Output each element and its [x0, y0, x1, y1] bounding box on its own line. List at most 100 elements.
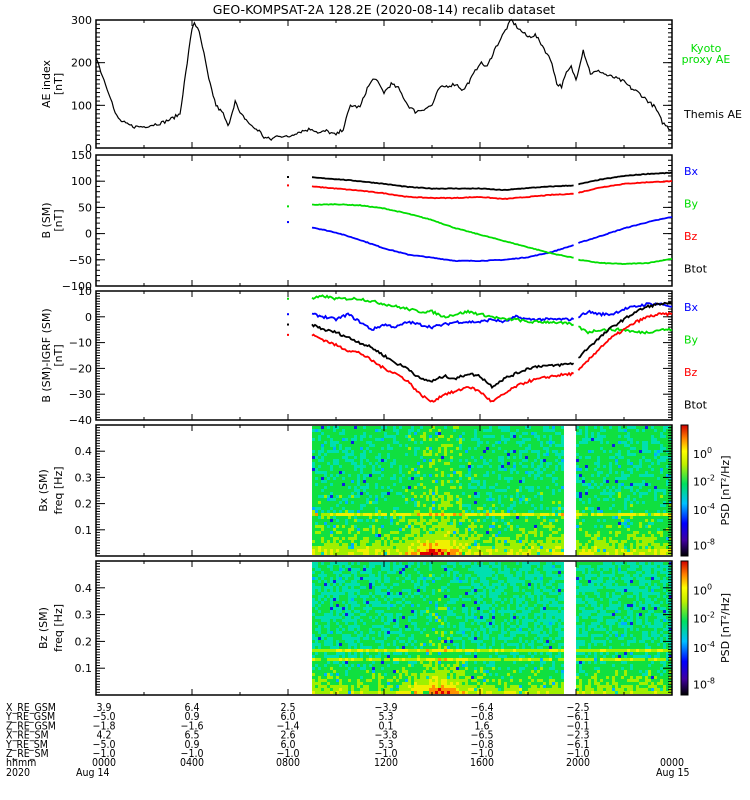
- spectrogram-cell: [357, 531, 360, 534]
- spectrogram-cell: [540, 474, 543, 477]
- spectrogram-cell: [600, 429, 603, 432]
- spectrogram-cell: [597, 504, 600, 507]
- spectrogram-cell: [501, 495, 504, 498]
- spectrogram-cell: [624, 543, 627, 546]
- spectrogram-cell: [426, 444, 429, 447]
- spectrogram-cell: [594, 507, 597, 510]
- spectrogram-cell: [438, 483, 441, 486]
- spectrogram-cell: [480, 540, 483, 543]
- spectrogram-cell: [597, 480, 600, 483]
- spectrogram-cell: [333, 474, 336, 477]
- spectrogram-cell: [405, 483, 408, 486]
- spectrogram-cell: [378, 549, 381, 552]
- spectrogram-cell: [321, 435, 324, 438]
- spectrogram-cell: [360, 444, 363, 447]
- spectrogram-cell: [630, 453, 633, 456]
- spectrogram-cell: [357, 540, 360, 543]
- spectrogram-cell: [540, 426, 543, 429]
- spectrogram-cell: [480, 513, 483, 516]
- spectrogram-cell: [438, 519, 441, 522]
- spectrogram-cell: [399, 492, 402, 495]
- spectrogram-cell: [408, 444, 411, 447]
- spectrogram-cell: [621, 447, 624, 450]
- spectrogram-cell: [504, 441, 507, 444]
- spectrogram-cell: [495, 522, 498, 525]
- spectrogram-cell: [324, 534, 327, 537]
- spectrogram-cell: [525, 489, 528, 492]
- spectrogram-cell: [321, 489, 324, 492]
- spectrogram-cell: [477, 540, 480, 543]
- spectrogram-cell: [426, 537, 429, 540]
- spectrogram-cell: [408, 456, 411, 459]
- spectrogram-cell: [333, 507, 336, 510]
- spectrogram-cell: [594, 483, 597, 486]
- spectrogram-cell: [411, 525, 414, 528]
- spectrogram-cell: [591, 552, 594, 555]
- spectrogram-cell: [624, 456, 627, 459]
- spectrogram-cell: [372, 444, 375, 447]
- spectrogram-cell: [366, 456, 369, 459]
- spectrogram-cell: [321, 552, 324, 555]
- spectrogram-cell: [315, 495, 318, 498]
- spectrogram-cell: [384, 495, 387, 498]
- spectrogram-cell: [531, 465, 534, 468]
- spectrogram-cell: [597, 552, 600, 555]
- spectrogram-cell: [639, 507, 642, 510]
- spectrogram-cell: [387, 516, 390, 519]
- spectrogram-cell: [360, 534, 363, 537]
- spectrogram-cell: [555, 450, 558, 453]
- spectrogram-cell: [363, 513, 366, 516]
- spectrogram-cell: [522, 546, 525, 549]
- legend-btot: Btot: [684, 263, 708, 276]
- spectrogram-cell: [324, 525, 327, 528]
- spectrogram-cell: [381, 453, 384, 456]
- spectrogram-cell: [582, 543, 585, 546]
- spectrogram-cell: [441, 522, 444, 525]
- spectrogram-cell: [318, 552, 321, 555]
- spectrogram-cell: [411, 459, 414, 462]
- spectrogram-cell: [423, 465, 426, 468]
- spectrogram-cell: [588, 450, 591, 453]
- spectrogram-cell: [411, 468, 414, 471]
- spectrogram-cell: [576, 504, 579, 507]
- spectrogram-cell: [423, 486, 426, 489]
- spectrogram-cell: [462, 444, 465, 447]
- spectrogram-cell: [633, 486, 636, 489]
- spectrogram-cell: [606, 495, 609, 498]
- spectrogram-cell: [471, 537, 474, 540]
- spectrogram-cell: [432, 477, 435, 480]
- spectrogram-cell: [342, 474, 345, 477]
- spectrogram-cell: [489, 528, 492, 531]
- spectrogram-cell: [453, 441, 456, 444]
- spectrogram-cell: [633, 453, 636, 456]
- spectrogram-cell: [561, 447, 564, 450]
- spectrogram-cell: [642, 522, 645, 525]
- spectrogram-cell: [585, 543, 588, 546]
- spectrogram-cell: [519, 501, 522, 504]
- spectrogram-cell: [501, 504, 504, 507]
- spectrogram-cell: [330, 513, 333, 516]
- spectrogram-cell: [588, 495, 591, 498]
- spectrogram-cell: [456, 426, 459, 429]
- spectrogram-cell: [447, 504, 450, 507]
- spectrogram-cell: [384, 513, 387, 516]
- spectrogram-cell: [537, 471, 540, 474]
- spectrogram-cell: [453, 525, 456, 528]
- spectrogram-cell: [408, 471, 411, 474]
- spectrogram-cell: [357, 471, 360, 474]
- spectrogram-cell: [630, 489, 633, 492]
- spectrogram-cell: [375, 531, 378, 534]
- spectrogram-cell: [399, 510, 402, 513]
- spectrogram-cell: [447, 546, 450, 549]
- spectrogram-cell: [405, 489, 408, 492]
- spectrogram-cell: [363, 483, 366, 486]
- spectrogram-cell: [438, 465, 441, 468]
- spectrogram-cell: [513, 459, 516, 462]
- spectrogram-cell: [447, 531, 450, 534]
- spectrogram-cell: [417, 441, 420, 444]
- spectrogram-cell: [315, 528, 318, 531]
- spectrogram-cell: [402, 426, 405, 429]
- spectrogram-cell: [513, 543, 516, 546]
- spectrogram-cell: [408, 492, 411, 495]
- spectrogram-cell: [489, 426, 492, 429]
